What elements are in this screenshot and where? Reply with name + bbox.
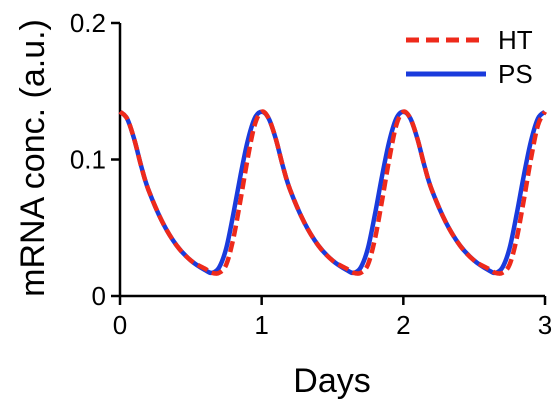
y-tick-label: 0.1 xyxy=(70,145,106,175)
series-line-ht xyxy=(118,109,547,276)
x-tick-label: 0 xyxy=(113,310,127,340)
x-axis-label: Days xyxy=(293,362,370,400)
axes: 0 0.1 0.2 0 1 2 3 xyxy=(70,8,552,340)
x-tick-label: 1 xyxy=(254,310,268,340)
series-layer xyxy=(118,109,547,276)
x-tick-label: 2 xyxy=(396,310,410,340)
y-tick-label: 0.2 xyxy=(70,8,106,38)
legend-label-ht: HT xyxy=(498,25,533,55)
legend: HT PS xyxy=(406,25,533,89)
series-line-ps xyxy=(118,109,547,276)
y-tick-label: 0 xyxy=(92,281,106,311)
x-tick-label: 3 xyxy=(538,310,552,340)
y-axis-label: mRNA conc. (a.u.) xyxy=(14,19,52,297)
legend-label-ps: PS xyxy=(498,59,533,89)
